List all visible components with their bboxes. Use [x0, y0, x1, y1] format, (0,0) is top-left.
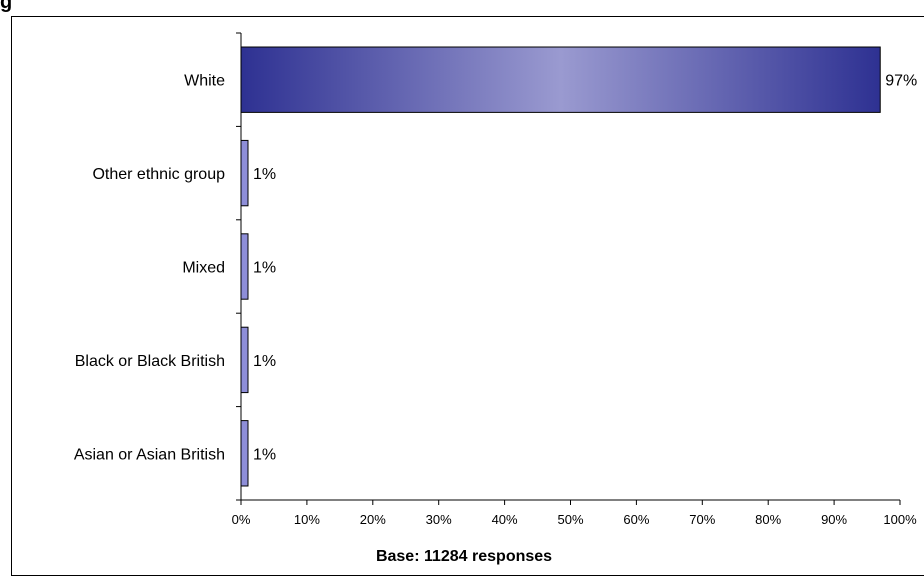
category-label: White: [184, 73, 225, 90]
bar: [240, 233, 249, 300]
plot-area: 0% 10% 20% 30% 40% 50% 60% 70% 80% 90% 100% White 97…: [74, 32, 917, 527]
x-tick-label: 20%: [360, 512, 386, 527]
bar: [240, 139, 249, 207]
x-tick-label: 10%: [294, 512, 320, 527]
x-tick-label: 50%: [557, 512, 583, 527]
x-tick-label: 90%: [821, 512, 847, 527]
data-label: 1%: [253, 166, 276, 183]
data-label: 1%: [253, 353, 276, 370]
data-label: 1%: [253, 446, 276, 463]
x-tick-label: 30%: [426, 512, 452, 527]
bar: [240, 46, 881, 113]
category-label: Mixed: [182, 260, 225, 277]
x-tick-label: 100%: [883, 512, 917, 527]
x-tick-label: 80%: [755, 512, 781, 527]
category-label: Asian or Asian British: [74, 446, 225, 463]
bar: [240, 326, 249, 394]
x-tick-label: 0%: [232, 512, 251, 527]
x-tick-label: 70%: [689, 512, 715, 527]
x-tick-label: 60%: [623, 512, 649, 527]
data-label: 1%: [253, 260, 276, 277]
data-label: 97%: [885, 73, 917, 90]
x-tick-label: 40%: [492, 512, 518, 527]
category-label: Black or Black British: [75, 353, 225, 370]
bar: [240, 420, 249, 487]
title-strip: g: [0, 0, 924, 16]
chart-title: g: [0, 0, 13, 13]
category-label: Other ethnic group: [92, 166, 225, 183]
x-axis-title: Base: 11284 responses: [376, 548, 552, 565]
